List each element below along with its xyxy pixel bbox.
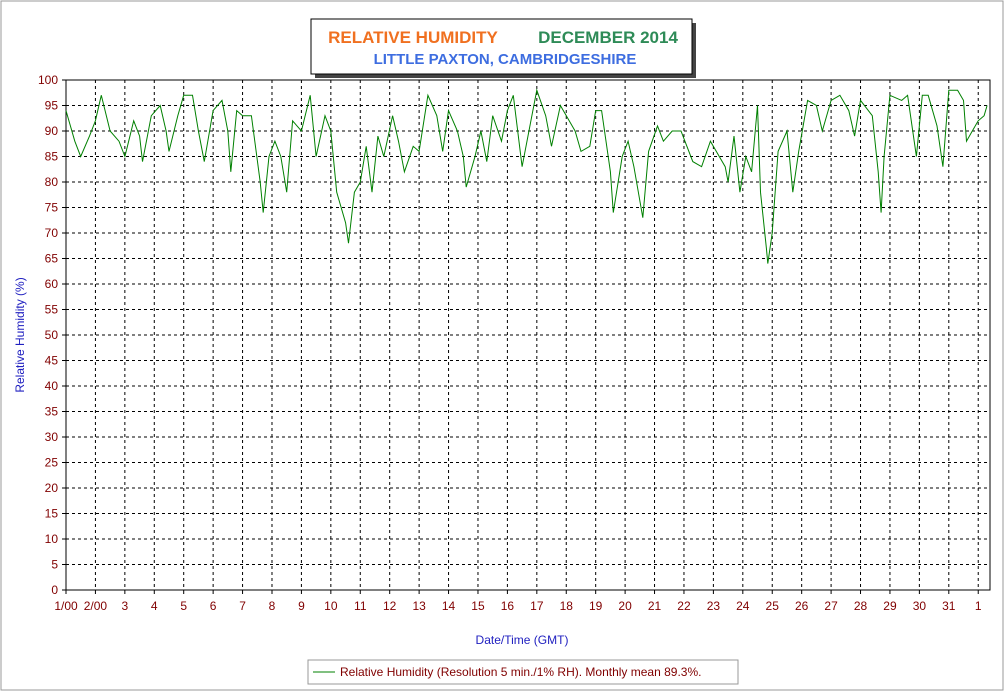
- y-tick-label: 15: [45, 507, 59, 521]
- y-axis-label: Relative Humidity (%): [13, 277, 27, 392]
- y-tick-label: 75: [45, 201, 59, 215]
- x-tick-label: 8: [269, 599, 276, 613]
- x-tick-label: 7: [239, 599, 246, 613]
- y-tick-label: 55: [45, 303, 59, 317]
- x-tick-label: 6: [210, 599, 217, 613]
- x-tick-label: 25: [766, 599, 780, 613]
- x-tick-label: 16: [501, 599, 515, 613]
- x-tick-label: 11: [354, 599, 367, 613]
- x-tick-label: 18: [560, 599, 574, 613]
- y-tick-label: 65: [45, 252, 59, 266]
- x-tick-label: 26: [795, 599, 809, 613]
- x-tick-label: 20: [618, 599, 632, 613]
- x-tick-label: 28: [854, 599, 868, 613]
- x-tick-label: 27: [824, 599, 838, 613]
- x-tick-label: 1: [975, 599, 982, 613]
- x-tick-label: 23: [707, 599, 721, 613]
- y-tick-label: 85: [45, 150, 59, 164]
- x-tick-label: 19: [589, 599, 603, 613]
- chart-title: RELATIVE HUMIDITY: [328, 28, 498, 47]
- y-tick-label: 70: [45, 226, 59, 240]
- y-tick-label: 90: [45, 124, 59, 138]
- plot-border: [65, 79, 991, 591]
- x-tick-label: 12: [383, 599, 397, 613]
- y-tick-label: 30: [45, 430, 59, 444]
- x-tick-label: 15: [471, 599, 485, 613]
- legend-label: Relative Humidity (Resolution 5 min./1% …: [340, 665, 701, 679]
- y-tick-label: 60: [45, 277, 59, 291]
- x-tick-label: 29: [883, 599, 897, 613]
- y-tick-label: 25: [45, 456, 59, 470]
- x-tick-label: 2/00: [84, 599, 108, 613]
- x-tick-label: 21: [648, 599, 662, 613]
- y-tick-label: 20: [45, 481, 59, 495]
- x-tick-label: 9: [298, 599, 305, 613]
- chart-period: DECEMBER 2014: [538, 28, 678, 47]
- y-tick-label: 95: [45, 99, 59, 113]
- x-tick-label: 4: [151, 599, 158, 613]
- y-tick-label: 45: [45, 354, 59, 368]
- x-tick-label: 17: [530, 599, 544, 613]
- y-tick-label: 50: [45, 328, 59, 342]
- y-tick-label: 80: [45, 175, 59, 189]
- y-tick-label: 100: [38, 73, 58, 87]
- x-tick-label: 22: [677, 599, 691, 613]
- x-tick-label: 1/00: [54, 599, 78, 613]
- x-tick-label: 30: [913, 599, 927, 613]
- x-axis-label: Date/Time (GMT): [476, 633, 569, 647]
- x-tick-label: 3: [122, 599, 129, 613]
- x-tick-label: 24: [736, 599, 750, 613]
- x-tick-label: 31: [942, 599, 956, 613]
- y-tick-label: 10: [45, 532, 59, 546]
- y-tick-label: 0: [51, 583, 58, 597]
- x-tick-label: 5: [180, 599, 187, 613]
- x-tick-label: 13: [412, 599, 426, 613]
- x-tick-label: 14: [442, 599, 456, 613]
- y-tick-label: 40: [45, 379, 59, 393]
- y-tick-label: 5: [51, 558, 58, 572]
- x-tick-label: 10: [324, 599, 338, 613]
- legend-box: [307, 659, 739, 685]
- y-tick-label: 35: [45, 405, 59, 419]
- title-box: [310, 18, 693, 75]
- data-line: [65, 88, 988, 264]
- chart-subtitle: LITTLE PAXTON, CAMBRIDGESHIRE: [374, 51, 637, 68]
